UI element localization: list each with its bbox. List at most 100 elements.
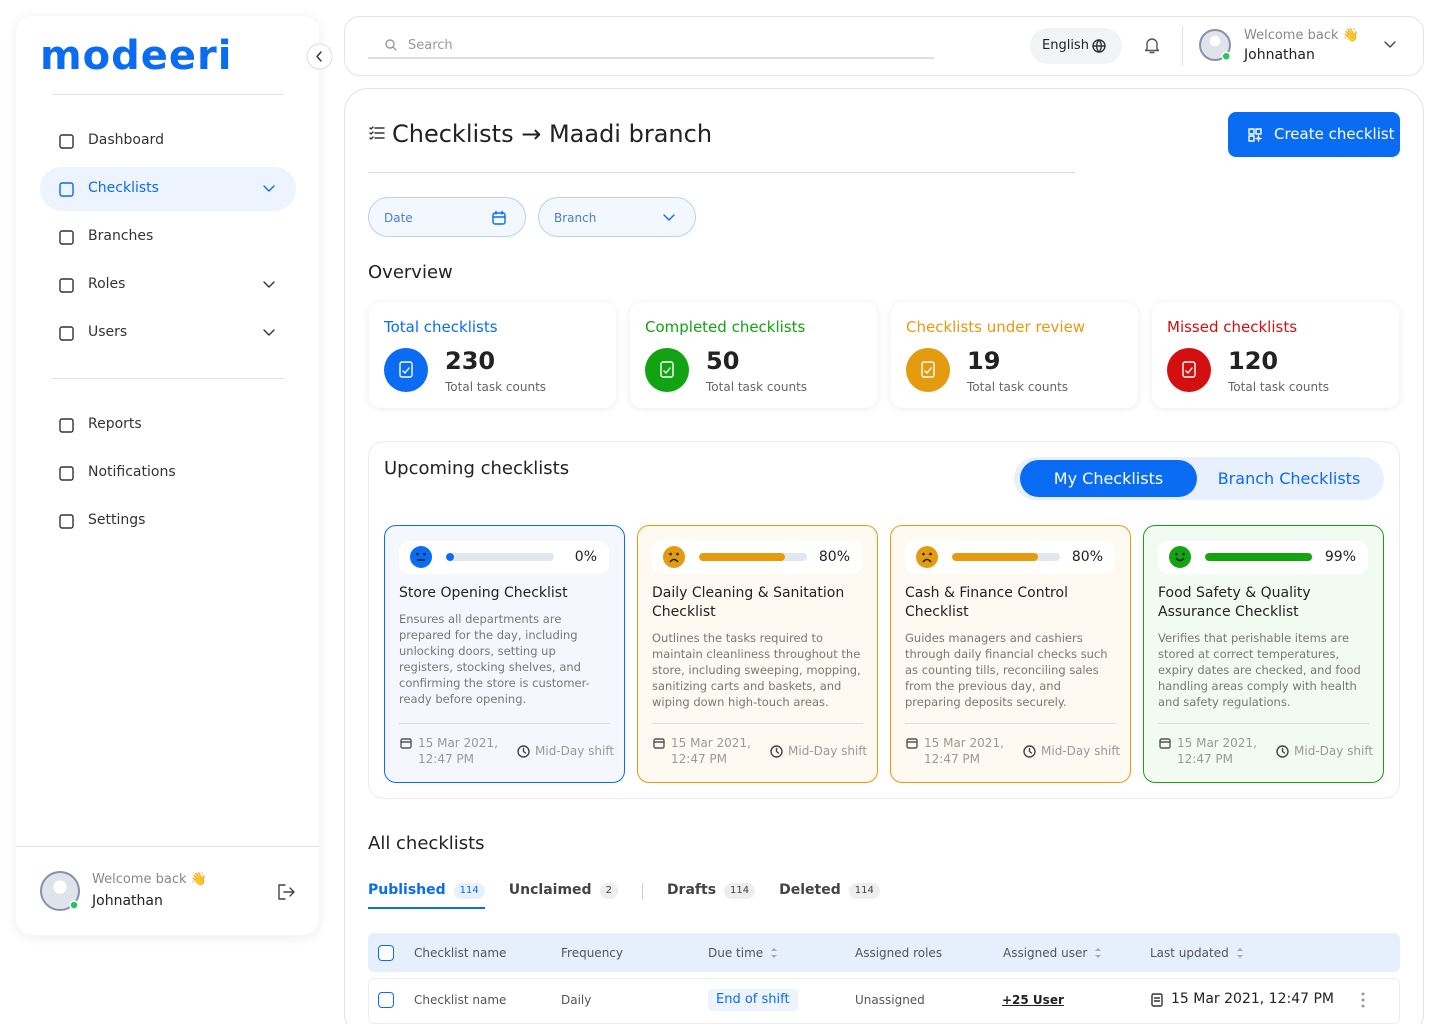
filter[interactable]: Branch bbox=[538, 197, 696, 237]
list-icon bbox=[369, 126, 385, 140]
row-menu[interactable] bbox=[1360, 992, 1366, 1008]
icon bbox=[59, 230, 74, 245]
icon bbox=[59, 278, 74, 293]
checkbox[interactable] bbox=[378, 992, 394, 1008]
card-description: Guides managers and cashiers through dai… bbox=[905, 631, 1108, 709]
column-header[interactable]: Assigned user bbox=[1003, 945, 1088, 960]
progress-label: 0% bbox=[574, 549, 597, 565]
checklist-card[interactable]: 99% Food Safety & Quality Assurance Check… bbox=[1143, 525, 1384, 783]
logout-button[interactable] bbox=[276, 882, 296, 902]
divider bbox=[399, 723, 610, 724]
title-underline bbox=[368, 172, 1075, 173]
card-date: 15 Mar 2021, 12:47 PM bbox=[671, 736, 751, 766]
nav-label[interactable]: Reports bbox=[88, 416, 142, 433]
checklist-card[interactable]: 0% Store Opening Checklist Ensures all dep… bbox=[384, 525, 625, 783]
search-underline bbox=[368, 57, 934, 59]
user-menu-chevron[interactable] bbox=[1382, 37, 1398, 53]
progress-track bbox=[952, 553, 1060, 561]
icon bbox=[59, 466, 74, 481]
cell: 15 Mar 2021, 12:47 PM bbox=[1171, 991, 1334, 1008]
stat-card: Total checklists 230 Total task counts bbox=[369, 302, 616, 408]
icon bbox=[306, 43, 333, 70]
icon bbox=[400, 738, 412, 749]
nav-label[interactable]: Users bbox=[88, 324, 128, 341]
checkbox[interactable] bbox=[378, 945, 394, 961]
language-pill[interactable] bbox=[1030, 28, 1122, 64]
icon bbox=[1236, 948, 1243, 958]
filter[interactable]: Date bbox=[368, 197, 526, 237]
stat-icon bbox=[384, 348, 428, 392]
card-description: Outlines the tasks required to maintain … bbox=[652, 631, 861, 709]
stat-card: Completed checklists 50 Total task counts bbox=[630, 302, 877, 408]
section-title: Overview bbox=[368, 262, 453, 284]
list-tab[interactable]: Deleted bbox=[779, 882, 841, 899]
icon bbox=[1199, 29, 1231, 61]
topbar bbox=[344, 16, 1424, 76]
list-tab[interactable]: Unclaimed bbox=[508, 882, 592, 899]
stat-card: Checklists under review 19 Total task coun… bbox=[891, 302, 1138, 408]
divider bbox=[52, 94, 284, 95]
tab[interactable]: Branch Checklists bbox=[1217, 469, 1361, 488]
progress-track bbox=[446, 553, 554, 561]
nav-label[interactable]: Roles bbox=[88, 276, 126, 293]
card-shift: Mid-Day shift bbox=[1041, 744, 1121, 758]
nav-label[interactable]: Notifications bbox=[88, 464, 176, 481]
icon bbox=[410, 546, 432, 568]
card-description: Verifies that perishable items are store… bbox=[1158, 631, 1361, 709]
nav-chevron[interactable] bbox=[261, 325, 277, 341]
clock-icon bbox=[1023, 745, 1036, 758]
tab-active-bg[interactable] bbox=[1020, 460, 1197, 497]
checklist-card[interactable]: 80% Daily Cleaning & Sanitation Checklist… bbox=[637, 525, 878, 783]
progress-bar bbox=[699, 553, 786, 561]
icon bbox=[59, 514, 74, 529]
user-name: Johnathan bbox=[92, 893, 163, 910]
nav-label[interactable]: Branches bbox=[88, 228, 154, 245]
nav-label[interactable]: Checklists bbox=[88, 180, 159, 197]
calendar-icon bbox=[400, 737, 412, 749]
list-tab[interactable]: Drafts bbox=[666, 882, 717, 899]
icon bbox=[263, 281, 275, 288]
search-input[interactable]: Search bbox=[408, 37, 453, 53]
collapse-button[interactable] bbox=[306, 43, 333, 70]
progress-bar bbox=[446, 553, 454, 561]
nav-label[interactable]: Dashboard bbox=[88, 132, 164, 149]
bell-icon[interactable] bbox=[1144, 37, 1160, 54]
nav-chevron[interactable] bbox=[261, 181, 277, 197]
icon bbox=[653, 738, 665, 749]
icon bbox=[59, 326, 74, 341]
due-badge: End of shift bbox=[708, 989, 798, 1011]
cell: Daily bbox=[561, 992, 592, 1007]
nav-active-bg bbox=[40, 167, 296, 211]
progress-pill: 80% bbox=[905, 541, 1115, 574]
progress-track bbox=[699, 553, 807, 561]
column-header[interactable]: Due time bbox=[708, 945, 764, 960]
card-body: Store Opening Checklist Ensures all depar… bbox=[399, 584, 611, 707]
nav-chevron[interactable] bbox=[261, 277, 277, 293]
tab[interactable]: My Checklists bbox=[1053, 469, 1164, 488]
icon bbox=[40, 871, 80, 911]
list-tab[interactable]: Published bbox=[368, 882, 446, 899]
stat-icon bbox=[1167, 348, 1211, 392]
create-button[interactable]: Create checklist bbox=[1228, 112, 1400, 157]
create-icon bbox=[1248, 128, 1262, 142]
cell: Checklist name bbox=[414, 992, 507, 1007]
card-date: 15 Mar 2021, 12:47 PM bbox=[1177, 736, 1257, 766]
checklist-card[interactable]: 80% Cash & Finance Control Checklist Guide… bbox=[890, 525, 1131, 783]
sort-icon bbox=[1236, 946, 1244, 960]
progress-label: 80% bbox=[1071, 549, 1103, 565]
stat-icon bbox=[906, 348, 950, 392]
divider bbox=[52, 378, 284, 379]
column-header: Frequency bbox=[561, 945, 623, 960]
nav-label[interactable]: Settings bbox=[88, 512, 146, 529]
clock-icon bbox=[1276, 745, 1289, 758]
avatar bbox=[1199, 29, 1235, 65]
progress-pill: 99% bbox=[1158, 541, 1368, 574]
cell[interactable]: +25 User bbox=[1002, 992, 1064, 1007]
column-header[interactable]: Last updated bbox=[1150, 945, 1229, 960]
icon bbox=[1023, 745, 1036, 758]
mood-icon bbox=[915, 545, 939, 569]
progress-pill: 0% bbox=[399, 541, 609, 574]
divider bbox=[652, 723, 863, 724]
table-header bbox=[368, 933, 1400, 972]
